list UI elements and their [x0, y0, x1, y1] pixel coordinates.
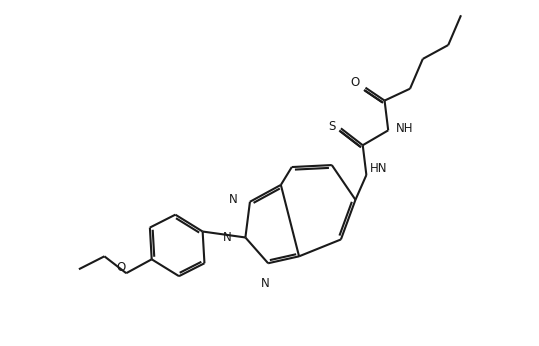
Text: NH: NH	[396, 122, 413, 135]
Text: S: S	[328, 120, 335, 134]
Text: O: O	[351, 76, 360, 89]
Text: N: N	[261, 277, 270, 290]
Text: HN: HN	[370, 162, 388, 174]
Text: N: N	[223, 231, 232, 244]
Text: O: O	[116, 261, 126, 274]
Text: N: N	[229, 193, 237, 206]
